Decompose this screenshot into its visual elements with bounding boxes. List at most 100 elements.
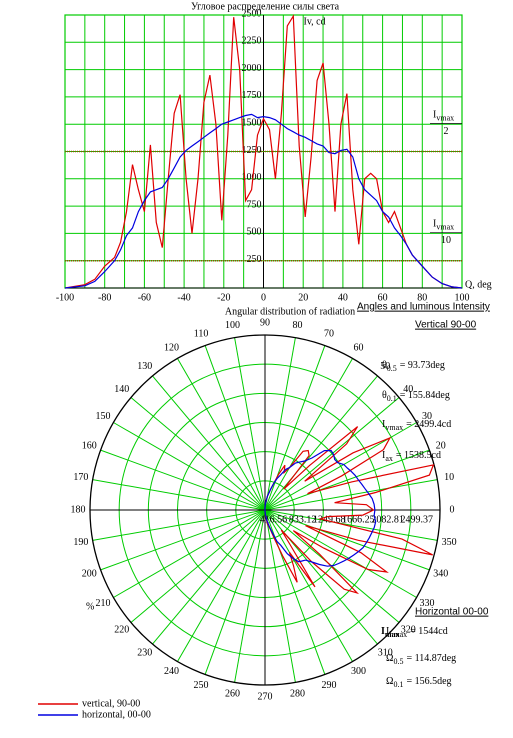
angle-label: 230 bbox=[137, 648, 152, 659]
x-tick-label: 40 bbox=[338, 292, 348, 303]
angle-label: 100 bbox=[225, 320, 240, 331]
angle-label: 50 bbox=[380, 361, 390, 372]
item-subscript: vmax bbox=[385, 423, 403, 432]
item-text: = 2499.4cd bbox=[406, 419, 451, 430]
angle-label: 280 bbox=[290, 688, 305, 699]
x-tick-label: -40 bbox=[177, 292, 190, 303]
reference-symbol: I bbox=[433, 219, 436, 230]
item-subscript: 0.1 bbox=[393, 680, 403, 689]
annotation-symbol: I bbox=[381, 626, 385, 637]
angle-label: 140 bbox=[114, 384, 129, 395]
panel-item: Ihmax = 1544cd bbox=[386, 626, 448, 639]
angle-label: 120 bbox=[164, 342, 179, 353]
panel-item: Ivmax = 2499.4cd bbox=[382, 419, 451, 432]
y-tick-label: 750 bbox=[247, 199, 262, 210]
x-tick-label: 0 bbox=[261, 292, 266, 303]
item-symbol: I bbox=[382, 450, 385, 461]
item-symbol: θ bbox=[382, 390, 387, 401]
angle-label: 190 bbox=[73, 537, 88, 548]
item-text: = 1538.5cd bbox=[396, 450, 441, 461]
angle-label: 340 bbox=[433, 568, 448, 579]
item-subscript: 0.5 bbox=[387, 364, 397, 373]
y-tick-label: 2500 bbox=[242, 8, 262, 19]
reference-label: Ivmax bbox=[433, 219, 454, 232]
r-tick-label: 1666.25 bbox=[342, 514, 375, 525]
angle-label: 10 bbox=[444, 472, 454, 483]
angle-label: 240 bbox=[164, 666, 179, 677]
angle-label: 210 bbox=[96, 598, 111, 609]
reference-subscript: vmax bbox=[436, 223, 454, 232]
item-text: = 114.87deg bbox=[406, 653, 456, 664]
angle-label: 290 bbox=[321, 680, 336, 691]
r-tick-label: 1249.68 bbox=[313, 514, 346, 525]
angle-label: 30 bbox=[422, 411, 432, 422]
x-tick-label: -80 bbox=[98, 292, 111, 303]
item-subscript: ax bbox=[385, 454, 393, 463]
item-symbol: I bbox=[386, 626, 389, 637]
y-tick-label: 500 bbox=[247, 227, 262, 238]
x-tick-label: 20 bbox=[298, 292, 308, 303]
reference-label: Ivmax bbox=[433, 110, 454, 123]
angle-label: 320 bbox=[401, 624, 416, 635]
angle-label: 110 bbox=[194, 329, 209, 340]
annotation: % bbox=[86, 601, 94, 612]
angle-label: 330 bbox=[419, 598, 434, 609]
item-subscript: 0.5 bbox=[393, 657, 403, 666]
panel-item: Ω0.1 = 156.5deg bbox=[386, 676, 452, 689]
annotation: Imax bbox=[381, 626, 400, 639]
panel-item: Ω0.5 = 114.87deg bbox=[386, 653, 456, 666]
legend-label: vertical, 90-00 bbox=[82, 698, 140, 709]
item-symbol: Ω bbox=[386, 653, 393, 664]
item-symbol: Ω bbox=[386, 676, 393, 687]
item-text: = 155.84deg bbox=[400, 390, 450, 401]
r-tick-label: 2082.81 bbox=[371, 514, 404, 525]
series-line bbox=[64, 113, 463, 289]
y-tick-label: 1250 bbox=[242, 145, 262, 156]
chart-title: Angular distribution of radiation bbox=[225, 306, 355, 317]
item-text: = 1544cd bbox=[410, 626, 448, 637]
angle-label: 80 bbox=[292, 320, 302, 331]
angle-label: 150 bbox=[96, 411, 111, 422]
angle-label: 160 bbox=[82, 440, 97, 451]
series-line bbox=[64, 14, 463, 289]
annotation-subscript: max bbox=[385, 630, 400, 639]
x-tick-label: 80 bbox=[417, 292, 427, 303]
r-tick-label: 833.12 bbox=[289, 514, 317, 525]
angle-label: 170 bbox=[73, 472, 88, 483]
item-subscript: hmax bbox=[389, 630, 407, 639]
item-text: = 156.5deg bbox=[406, 676, 451, 687]
x-tick-label: -100 bbox=[56, 292, 74, 303]
reference-subscript: vmax bbox=[436, 113, 454, 122]
angle-label: 40 bbox=[403, 384, 413, 395]
y-tick-label: 1500 bbox=[242, 117, 262, 128]
y-tick-label: 250 bbox=[247, 254, 262, 265]
x-tick-label: 60 bbox=[378, 292, 388, 303]
angle-label: 90 bbox=[260, 317, 270, 328]
r-tick-label: 416.56 bbox=[260, 514, 288, 525]
angle-label: 350 bbox=[442, 537, 457, 548]
y-tick-label: 2250 bbox=[242, 36, 262, 47]
angle-label: 310 bbox=[378, 648, 393, 659]
panel-item: θ0.5 = 93.73deg bbox=[382, 360, 445, 373]
item-symbol: θ bbox=[382, 360, 387, 371]
angle-label: 130 bbox=[137, 361, 152, 372]
angle-label: 300 bbox=[351, 666, 366, 677]
angle-label: 70 bbox=[324, 329, 334, 340]
chart-title: Угловое распределение силы света bbox=[191, 1, 340, 12]
angle-label: 0 bbox=[450, 504, 455, 515]
panel-item: Iax = 1538.5cd bbox=[382, 450, 441, 463]
legend-label: horizontal, 00-00 bbox=[82, 709, 151, 720]
x-tick-label: -20 bbox=[217, 292, 230, 303]
panel-item: θ0.1 = 155.84deg bbox=[382, 390, 450, 403]
item-subscript: 0.1 bbox=[387, 394, 397, 403]
r-tick-label: 2499.37 bbox=[401, 514, 434, 525]
angle-label: 20 bbox=[436, 440, 446, 451]
y-tick-label: 2000 bbox=[242, 63, 262, 74]
caption: Angles and luminous Intensity bbox=[357, 302, 490, 313]
panel-heading: Vertical 90-00 bbox=[415, 320, 477, 331]
y-tick-label: 1000 bbox=[242, 172, 262, 183]
reference-denominator: 2 bbox=[444, 126, 449, 137]
y-tick-label: 1750 bbox=[242, 90, 262, 101]
angle-label: 260 bbox=[225, 688, 240, 699]
